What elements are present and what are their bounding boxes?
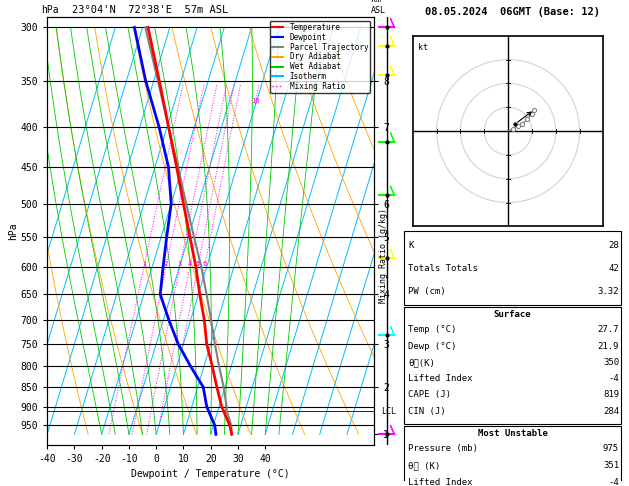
Text: 21.9: 21.9 bbox=[598, 342, 619, 351]
Bar bbox=[404, 307, 621, 424]
Text: Lifted Index: Lifted Index bbox=[408, 374, 473, 383]
Text: Surface: Surface bbox=[494, 310, 532, 319]
Text: θᴄ(K): θᴄ(K) bbox=[408, 358, 435, 367]
Text: Most Unstable: Most Unstable bbox=[477, 429, 548, 438]
Text: kt: kt bbox=[418, 43, 428, 52]
Text: 975: 975 bbox=[603, 445, 619, 453]
Text: 08.05.2024  06GMT (Base: 12): 08.05.2024 06GMT (Base: 12) bbox=[425, 7, 600, 17]
Text: 819: 819 bbox=[603, 390, 619, 399]
Text: Dewp (°C): Dewp (°C) bbox=[408, 342, 457, 351]
Text: -4: -4 bbox=[608, 478, 619, 486]
Text: 28: 28 bbox=[608, 241, 619, 250]
Text: 23°04'N  72°38'E  57m ASL: 23°04'N 72°38'E 57m ASL bbox=[72, 4, 228, 15]
Text: 351: 351 bbox=[603, 461, 619, 470]
Text: hPa: hPa bbox=[41, 4, 58, 15]
Text: 4: 4 bbox=[188, 260, 192, 267]
Text: 6: 6 bbox=[203, 260, 207, 267]
Text: CIN (J): CIN (J) bbox=[408, 407, 446, 416]
Y-axis label: hPa: hPa bbox=[8, 222, 18, 240]
Text: Pressure (mb): Pressure (mb) bbox=[408, 445, 478, 453]
Text: Lifted Index: Lifted Index bbox=[408, 478, 473, 486]
Text: 350: 350 bbox=[603, 358, 619, 367]
Bar bbox=[404, 231, 621, 305]
Text: 42: 42 bbox=[608, 264, 619, 273]
Text: Mixing Ratio (g/kg): Mixing Ratio (g/kg) bbox=[379, 208, 388, 303]
Text: 10: 10 bbox=[251, 98, 259, 104]
Text: Temp (°C): Temp (°C) bbox=[408, 326, 457, 334]
X-axis label: Dewpoint / Temperature (°C): Dewpoint / Temperature (°C) bbox=[131, 469, 290, 479]
Text: K: K bbox=[408, 241, 414, 250]
Text: km
ASL: km ASL bbox=[371, 0, 386, 15]
Text: 27.7: 27.7 bbox=[598, 326, 619, 334]
Text: 3.32: 3.32 bbox=[598, 287, 619, 296]
Text: 2: 2 bbox=[164, 260, 168, 267]
Text: 5: 5 bbox=[196, 260, 200, 267]
Text: 284: 284 bbox=[603, 407, 619, 416]
Text: CAPE (J): CAPE (J) bbox=[408, 390, 452, 399]
Text: -4: -4 bbox=[608, 374, 619, 383]
Text: θᴄ (K): θᴄ (K) bbox=[408, 461, 441, 470]
Text: PW (cm): PW (cm) bbox=[408, 287, 446, 296]
Bar bbox=[404, 426, 621, 486]
Legend: Temperature, Dewpoint, Parcel Trajectory, Dry Adiabat, Wet Adiabat, Isotherm, Mi: Temperature, Dewpoint, Parcel Trajectory… bbox=[270, 21, 370, 93]
Text: LCL: LCL bbox=[381, 407, 396, 416]
Text: 3: 3 bbox=[177, 260, 182, 267]
Text: Totals Totals: Totals Totals bbox=[408, 264, 478, 273]
Text: 1: 1 bbox=[142, 260, 146, 267]
